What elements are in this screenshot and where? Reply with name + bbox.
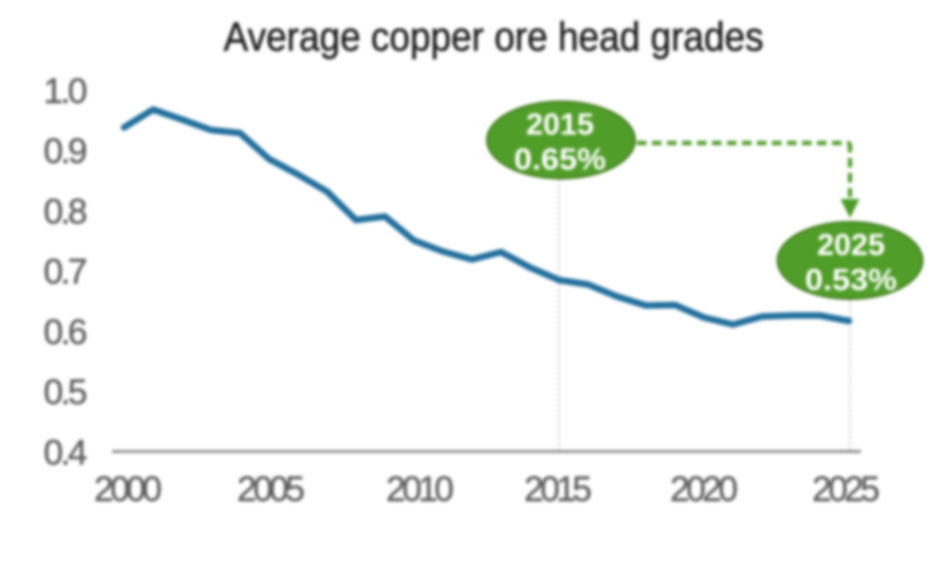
svg-text:2000: 2000	[94, 469, 162, 509]
svg-text:2015: 2015	[524, 469, 592, 509]
svg-text:0.4: 0.4	[44, 432, 88, 472]
svg-text:0.5: 0.5	[44, 372, 88, 412]
svg-text:2025: 2025	[817, 228, 885, 262]
svg-text:0.8: 0.8	[44, 191, 88, 231]
svg-text:1.0: 1.0	[44, 71, 88, 111]
svg-text:2005: 2005	[237, 469, 305, 509]
svg-text:2020: 2020	[670, 469, 738, 509]
svg-text:0.9: 0.9	[44, 131, 88, 171]
svg-text:2025: 2025	[812, 469, 880, 509]
svg-text:0.6: 0.6	[44, 312, 88, 352]
svg-text:2015: 2015	[526, 108, 594, 142]
svg-text:2010: 2010	[386, 469, 454, 509]
svg-text:0.7: 0.7	[44, 252, 88, 292]
svg-text:0.65%: 0.65%	[514, 143, 606, 177]
svg-text:Average copper ore head grades: Average copper ore head grades	[224, 13, 764, 59]
svg-text:0.53%: 0.53%	[805, 263, 897, 297]
